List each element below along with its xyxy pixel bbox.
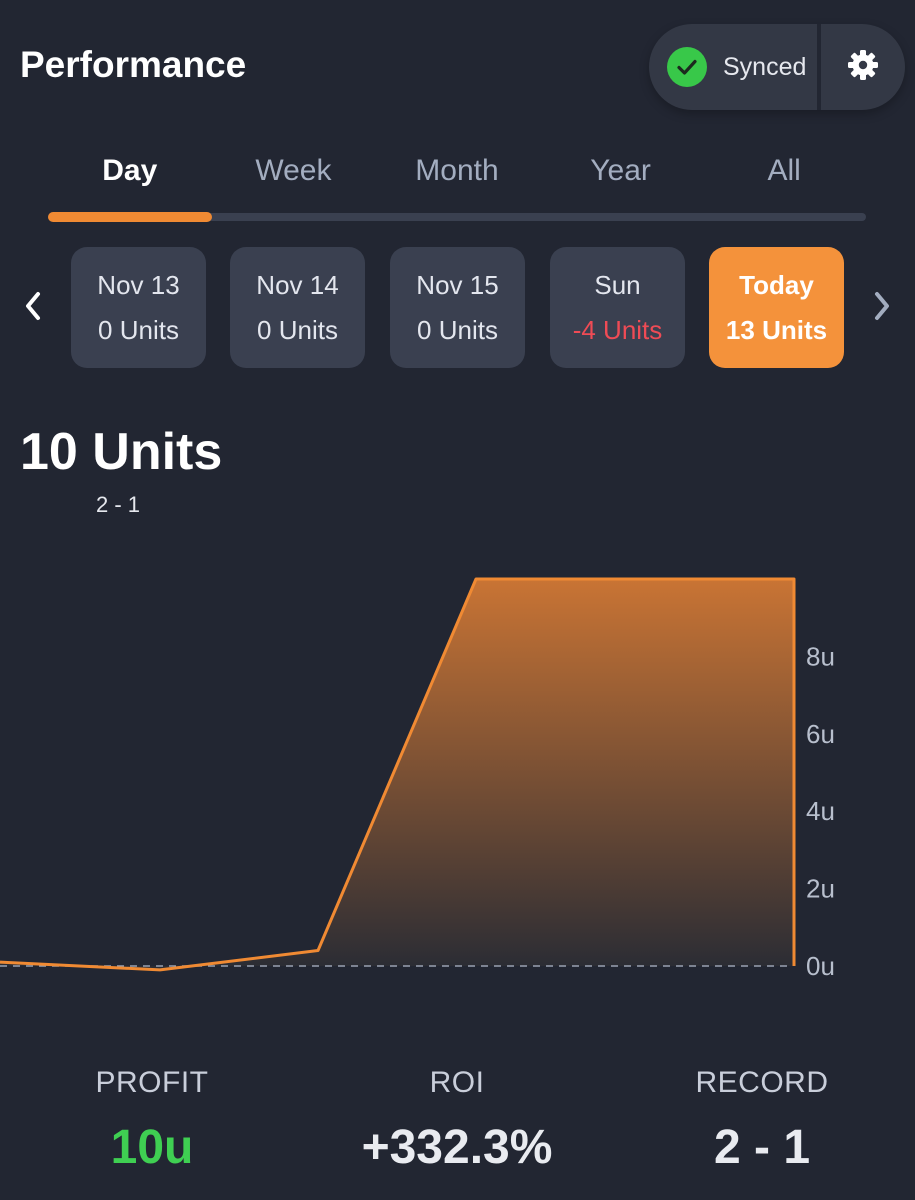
tab-active-indicator (48, 212, 212, 222)
day-card-label: Today (739, 269, 814, 300)
tab-year[interactable]: Year (590, 154, 651, 187)
settings-button[interactable] (821, 24, 905, 110)
y-tick-label: 0u (806, 951, 835, 981)
check-icon (667, 47, 707, 87)
record-subtitle: 2 - 1 (96, 492, 141, 517)
day-card-sun[interactable]: Sun -4 Units (550, 247, 685, 368)
y-tick-label: 4u (806, 796, 835, 826)
chevron-right-icon (872, 290, 892, 327)
performance-chart: 0u 2u 4u 6u 8u (0, 577, 835, 981)
day-card-label: Nov 14 (256, 269, 339, 300)
profit-stat: PROFIT 10u (2, 1066, 302, 1175)
record-value: 2 - 1 (713, 1121, 811, 1174)
day-card-units: 13 Units (725, 314, 828, 345)
sync-status-button[interactable]: Synced (649, 24, 817, 110)
profit-value: 10u (110, 1121, 194, 1174)
day-card-label: Nov 13 (97, 269, 180, 300)
roi-label: ROI (429, 1066, 485, 1099)
stats-row: PROFIT 10u ROI +332.3% RECORD 2 - 1 (0, 1066, 915, 1200)
tab-day[interactable]: Day (102, 154, 158, 187)
chart-area-fill (0, 579, 794, 970)
tab-week[interactable]: Week (255, 154, 332, 187)
sync-control: Synced (649, 24, 905, 110)
day-card-label: Sun (594, 269, 641, 300)
total-units: 10 Units (20, 423, 223, 481)
day-card-units: 0 Units (98, 314, 179, 345)
previous-days-button[interactable] (18, 288, 48, 328)
tab-all[interactable]: All (767, 154, 801, 187)
pill-divider (817, 24, 821, 110)
sync-label: Synced (723, 52, 807, 81)
day-card-label: Nov 15 (416, 269, 499, 300)
next-days-button[interactable] (867, 288, 897, 328)
profit-label: PROFIT (95, 1066, 209, 1099)
day-card-units: 0 Units (257, 314, 338, 345)
period-tabs: Day Week Month Year All (48, 150, 866, 198)
day-card-units: -4 Units (572, 314, 663, 345)
day-card-nov-15[interactable]: Nov 15 0 Units (390, 247, 525, 368)
gear-icon (847, 49, 879, 86)
day-card-today[interactable]: Today 13 Units (709, 247, 844, 368)
page-title: Performance (20, 44, 247, 85)
day-card-units: 0 Units (417, 314, 498, 345)
record-stat: RECORD 2 - 1 (612, 1066, 912, 1175)
record-label: RECORD (695, 1066, 829, 1099)
y-tick-label: 8u (806, 641, 835, 671)
y-tick-label: 2u (806, 874, 835, 904)
tab-month[interactable]: Month (415, 154, 499, 187)
day-card-nov-14[interactable]: Nov 14 0 Units (230, 247, 365, 368)
chevron-left-icon (23, 290, 43, 327)
y-tick-label: 6u (806, 719, 835, 749)
roi-value: +332.3% (361, 1121, 553, 1174)
chart-series-line (0, 577, 796, 972)
day-card-nov-13[interactable]: Nov 13 0 Units (71, 247, 206, 368)
tab-track (48, 213, 866, 221)
roi-stat: ROI +332.3% (307, 1066, 607, 1175)
